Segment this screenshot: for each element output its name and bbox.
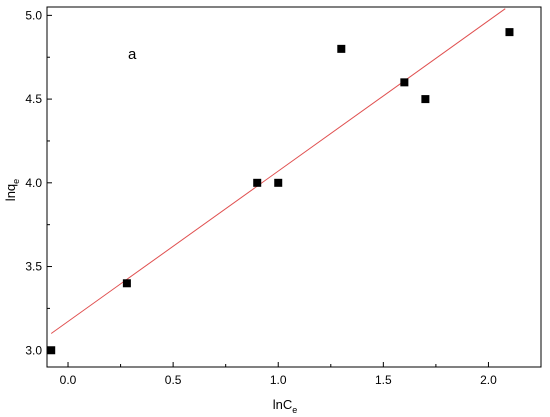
x-tick-label: 2.0 [480,373,497,387]
x-tick-label: 1.0 [270,373,287,387]
x-tick-label: 0.5 [165,373,182,387]
data-point [400,78,409,87]
x-tick-label: 1.5 [375,373,392,387]
panel-label: a [128,46,137,63]
y-tick-label: 5.0 [25,8,42,22]
x-axis-title: lnCe [273,397,298,415]
y-tick-label: 4.0 [25,176,42,190]
data-point [47,346,56,355]
data-point [337,44,346,53]
y-axis-title-sub: e [11,179,21,184]
x-tick-label: 0.0 [60,373,77,387]
data-point [253,178,262,187]
x-axis-ticks: 0.0 0.5 1.0 1.5 2.0 [60,362,497,387]
data-point [274,178,283,187]
y-axis-ticks: 3.0 3.5 4.0 4.5 5.0 [25,8,52,357]
data-point [421,95,430,104]
y-axis-title: lnqe [3,179,21,201]
x-axis-title-sub: e [292,405,297,415]
data-point [122,279,131,288]
data-point [505,28,514,37]
data-points [47,28,514,355]
fit-line-group [50,8,506,334]
plot-frame [46,6,542,368]
y-tick-label: 4.5 [25,92,42,106]
y-tick-label: 3.0 [25,343,42,357]
fit-line [50,8,506,334]
y-tick-label: 3.5 [25,260,42,274]
x-axis-title-main: lnC [273,397,293,412]
y-axis-title-main: lnq [3,184,18,201]
